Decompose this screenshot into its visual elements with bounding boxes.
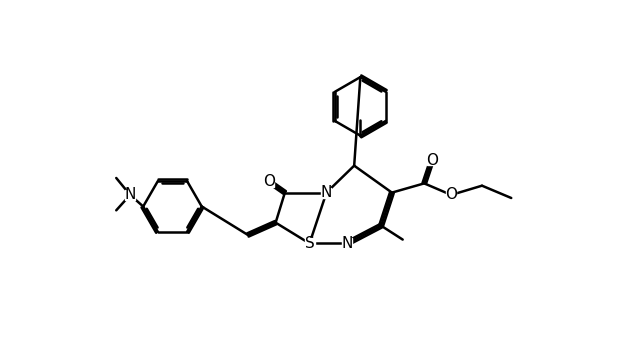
Bar [264, 177, 275, 187]
Text: O: O [426, 153, 438, 168]
Bar [446, 190, 456, 200]
Text: O: O [264, 174, 275, 189]
Bar [427, 155, 437, 165]
Bar [125, 190, 135, 200]
Text: N: N [321, 185, 332, 200]
Text: S: S [305, 236, 314, 251]
Text: O: O [445, 188, 457, 203]
Bar [342, 238, 352, 249]
Bar [321, 188, 332, 198]
Text: N: N [342, 236, 353, 251]
Bar [305, 238, 314, 249]
Text: N: N [124, 188, 136, 203]
